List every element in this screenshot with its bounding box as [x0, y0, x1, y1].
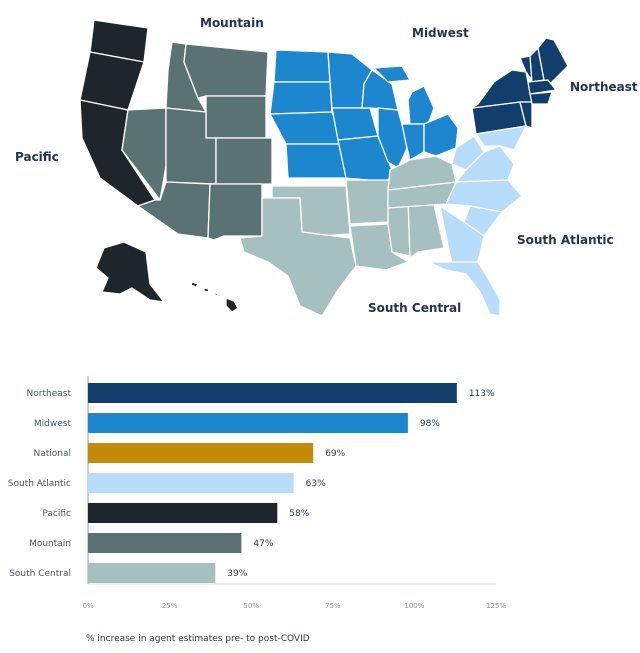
region-south-central-shape: [239, 155, 457, 317]
value-label-south-atlantic: 63%: [306, 479, 326, 489]
state-hawaii: [190, 281, 239, 313]
state-south-dakota: [269, 81, 333, 115]
state-indiana: [401, 123, 425, 161]
state-wyoming: [205, 95, 267, 139]
region-label-south-central: South Central: [368, 301, 462, 315]
x-tick-label: 125%: [486, 602, 506, 610]
region-mountain-shape: [121, 41, 273, 241]
value-label-midwest: 98%: [420, 419, 440, 429]
region-label-northeast: Northeast: [570, 80, 638, 94]
bar-south-central: [88, 563, 216, 583]
region-south-atlantic-shape: [427, 125, 527, 317]
state-kentucky: [387, 155, 457, 191]
region-label-mountain: Mountain: [200, 16, 264, 30]
state-connecticut-ri: [529, 91, 553, 105]
category-label-mountain: Mountain: [29, 539, 71, 549]
bar-national: [88, 443, 314, 463]
region-label-midwest: Midwest: [412, 26, 469, 40]
value-label-national: 69%: [325, 449, 345, 459]
bar-midwest: [88, 413, 408, 433]
state-maryland-delaware: [475, 125, 527, 151]
state-iowa: [331, 107, 379, 141]
chart-footnote: % increase in agent estimates pre- to po…: [86, 634, 310, 644]
state-new-jersey: [519, 101, 533, 129]
state-montana: [183, 43, 269, 99]
x-tick-label: 0%: [82, 602, 93, 610]
state-new-mexico: [207, 183, 263, 241]
state-north-carolina: [445, 179, 523, 213]
category-label-south-atlantic: South Atlantic: [8, 479, 71, 489]
us-regions-map: [79, 19, 569, 317]
category-label-midwest: Midwest: [34, 419, 72, 429]
state-nevada: [121, 107, 167, 201]
category-label-northeast: Northeast: [27, 389, 72, 399]
state-florida: [427, 261, 501, 317]
state-kansas: [285, 143, 347, 179]
bar-pacific: [88, 503, 278, 523]
bar-south-atlantic: [88, 473, 294, 493]
x-tick-label: 25%: [162, 602, 178, 610]
bar-mountain: [88, 533, 242, 553]
category-label-south-central: South Central: [9, 569, 71, 579]
region-northeast-shape: [471, 37, 569, 135]
value-label-mountain: 47%: [253, 539, 273, 549]
state-alaska: [95, 241, 165, 303]
value-label-south-central: 39%: [227, 569, 247, 579]
region-label-south-atlantic: South Atlantic: [517, 233, 614, 247]
value-label-pacific: 58%: [289, 509, 309, 519]
state-colorado: [215, 137, 273, 185]
state-texas: [239, 197, 357, 317]
category-label-pacific: Pacific: [42, 509, 71, 519]
state-oregon: [79, 51, 145, 111]
x-tick-label: 75%: [325, 602, 341, 610]
state-north-dakota: [273, 49, 331, 83]
state-arkansas: [345, 179, 391, 225]
category-label-national: National: [33, 449, 71, 459]
region-label-pacific: Pacific: [15, 150, 59, 164]
region-midwest-shape: [269, 49, 459, 183]
x-tick-label: 50%: [243, 602, 259, 610]
bar-chart: Northeast Midwest National South Atlantic Pa…: [8, 376, 506, 610]
state-nebraska: [269, 111, 345, 145]
bar-northeast: [88, 383, 457, 403]
state-massachusetts: [527, 79, 557, 95]
value-label-northeast: 113%: [469, 389, 495, 399]
region-pacific-shape: [79, 19, 239, 313]
x-tick-label: 100%: [404, 602, 424, 610]
